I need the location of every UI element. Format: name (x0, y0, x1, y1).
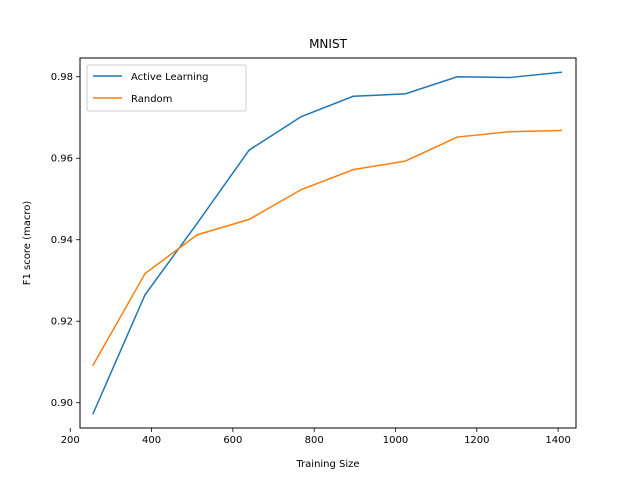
data-point-random (92, 364, 94, 366)
y-tick-label: 0.94 (51, 235, 73, 246)
data-point-random (456, 136, 459, 138)
data-point-random (508, 131, 511, 133)
x-tick-label: 800 (305, 435, 324, 446)
y-axis: 0.90 0.92 0.94 0.96 0.98 (51, 72, 80, 409)
data-point-active-learning (560, 71, 563, 74)
legend-box (86, 64, 247, 112)
data-point-active-learning (248, 149, 250, 151)
data-point-active-learning (404, 93, 406, 95)
x-tick-label: 1400 (545, 435, 570, 446)
legend-label-active-learning: Active Learning (131, 72, 209, 83)
y-tick-label: 0.98 (51, 72, 73, 83)
data-point-active-learning (144, 294, 146, 296)
data-point-random (196, 234, 198, 236)
data-point-active-learning (508, 76, 511, 79)
data-point-active-learning (92, 412, 94, 415)
x-tick-label: 1000 (383, 435, 408, 446)
legend: Active Learning Random (86, 64, 247, 112)
series-line-random (92, 129, 562, 366)
legend-label-random: Random (131, 94, 172, 105)
y-tick-label: 0.92 (51, 317, 73, 328)
x-tick-label: 200 (61, 435, 80, 446)
data-point-random (352, 168, 354, 171)
plot-series (92, 71, 563, 415)
y-tick-label: 0.90 (51, 398, 73, 409)
data-point-random (248, 218, 250, 221)
data-point-active-learning (456, 75, 459, 78)
x-axis: 200 400 600 800 1000 1200 1400 (61, 428, 571, 446)
x-tick-label: 600 (223, 435, 242, 446)
x-tick-label: 1200 (464, 435, 489, 446)
data-point-active-learning (352, 95, 354, 98)
chart-title: MNIST (309, 37, 347, 51)
series-line-active-learning (92, 71, 562, 415)
data-point-random (144, 272, 146, 275)
data-point-random (404, 160, 406, 162)
x-axis-label: Training Size (295, 459, 359, 470)
data-point-active-learning (300, 115, 302, 118)
plot-frame (79, 57, 577, 429)
x-tick-label: 400 (142, 435, 161, 446)
y-axis-label: F1 score (macro) (22, 201, 33, 286)
data-point-active-learning (196, 222, 198, 225)
data-point-random (560, 129, 563, 132)
y-tick-label: 0.96 (51, 154, 73, 165)
data-point-random (300, 188, 302, 191)
